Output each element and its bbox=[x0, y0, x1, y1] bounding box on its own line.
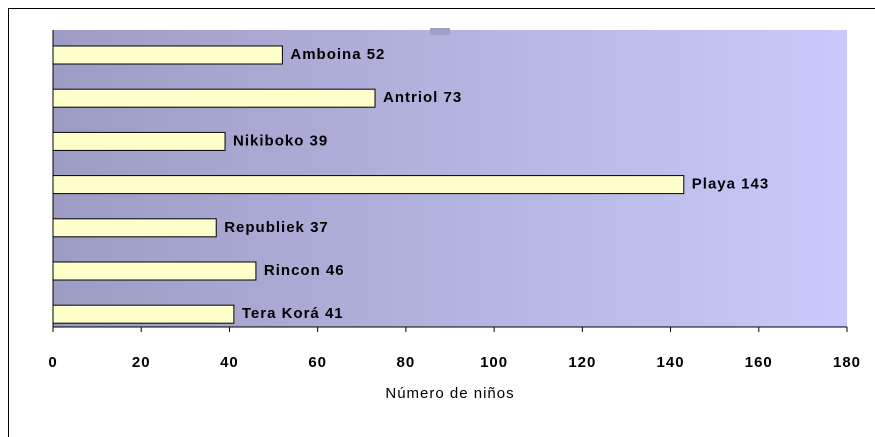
value-label: 143 bbox=[741, 176, 769, 193]
bar bbox=[52, 88, 376, 108]
category-label: Tera Korá bbox=[242, 305, 320, 322]
category-label: Playa bbox=[692, 176, 736, 193]
category-label: Antriol bbox=[383, 89, 438, 106]
category-label: Nikiboko bbox=[233, 132, 304, 149]
value-label: 73 bbox=[444, 89, 463, 106]
x-tick-label: 180 bbox=[833, 354, 861, 371]
data-label: Amboina 52 bbox=[290, 46, 385, 63]
x-tick-label: 140 bbox=[657, 354, 685, 371]
decoration bbox=[430, 28, 450, 35]
x-tick-label: 60 bbox=[308, 354, 327, 371]
x-tick-label: 160 bbox=[745, 354, 773, 371]
x-tick-label: 100 bbox=[480, 354, 508, 371]
bar bbox=[52, 304, 235, 324]
data-label: Antriol 73 bbox=[383, 89, 462, 106]
x-axis-label: Número de niños bbox=[385, 385, 514, 402]
category-label: Republiek bbox=[224, 219, 305, 236]
x-tick-label: 80 bbox=[397, 354, 416, 371]
value-label: 39 bbox=[310, 132, 329, 149]
bar bbox=[52, 131, 226, 151]
value-label: 46 bbox=[326, 262, 345, 279]
category-label: Amboina bbox=[290, 46, 361, 63]
bar bbox=[52, 218, 217, 238]
data-label: Republiek 37 bbox=[224, 219, 329, 236]
x-tick-label: 40 bbox=[220, 354, 239, 371]
data-label: Rincon 46 bbox=[264, 262, 345, 279]
x-tick-label: 20 bbox=[132, 354, 151, 371]
data-label: Nikiboko 39 bbox=[233, 132, 328, 149]
value-label: 41 bbox=[325, 305, 344, 322]
value-label: 52 bbox=[367, 46, 386, 63]
x-tick-label: 0 bbox=[48, 354, 57, 371]
bar bbox=[52, 175, 685, 195]
data-label: Tera Korá 41 bbox=[242, 305, 344, 322]
data-label: Playa 143 bbox=[692, 176, 769, 193]
category-label: Rincon bbox=[264, 262, 321, 279]
bar bbox=[52, 45, 283, 65]
x-tick-label: 120 bbox=[568, 354, 596, 371]
bar bbox=[52, 261, 257, 281]
value-label: 37 bbox=[310, 219, 329, 236]
